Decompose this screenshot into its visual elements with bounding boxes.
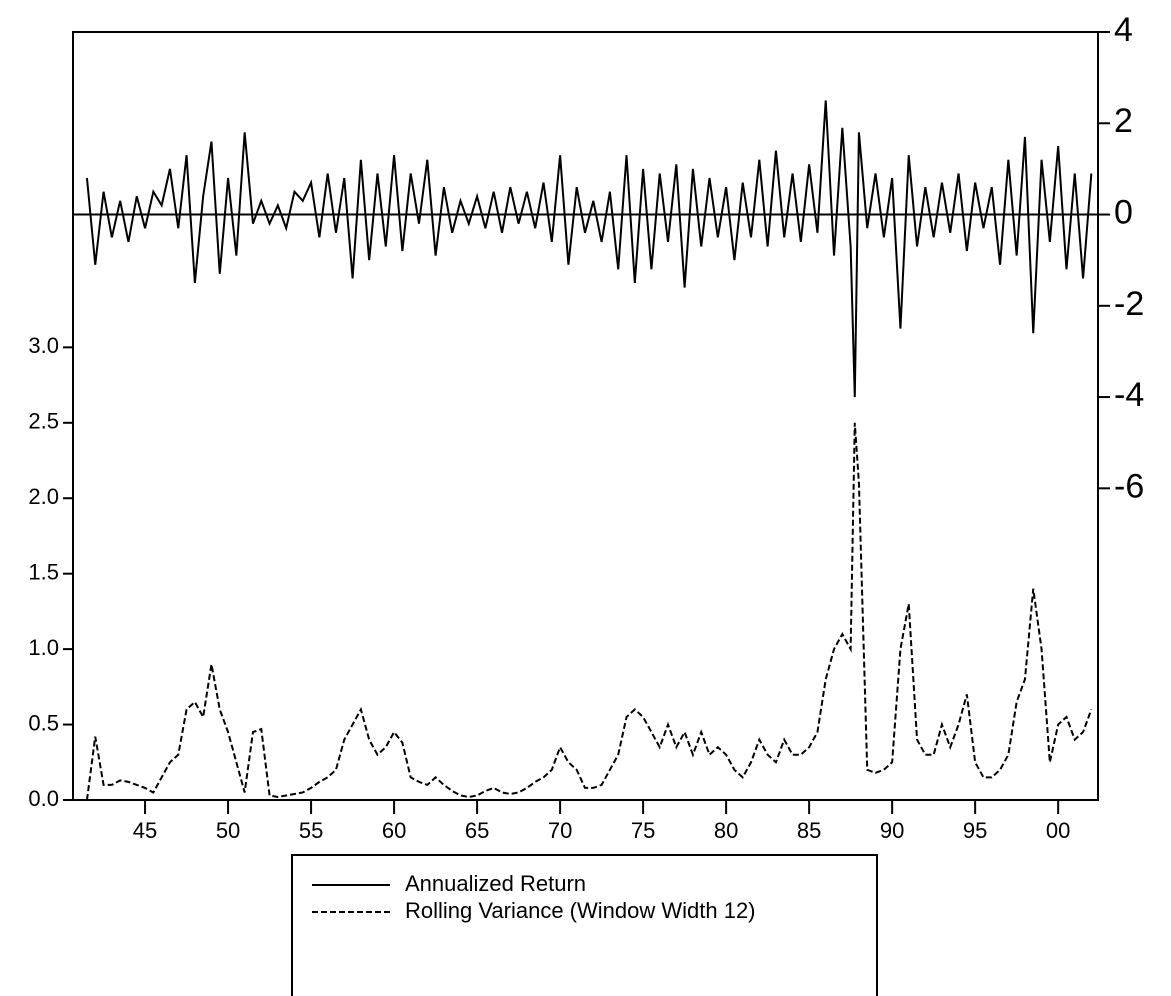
- x-tick-label: 75: [631, 818, 655, 843]
- y2-tick-label: -4: [1114, 376, 1144, 414]
- y-tick-label: 2.5: [28, 409, 59, 434]
- y2-tick-label: 0: [1114, 194, 1133, 232]
- series-line: [85, 422, 1093, 801]
- x-tick-label: 65: [465, 818, 489, 843]
- x-tick-label: 80: [714, 818, 738, 843]
- x-tick-label: 70: [548, 818, 572, 843]
- series-line: [85, 100, 1093, 398]
- legend-label: Annualized Return: [405, 871, 586, 896]
- legend-label: Rolling Variance (Window Width 12): [405, 898, 756, 923]
- y-tick-label: 0.5: [28, 710, 59, 735]
- y2-tick-label: -2: [1114, 285, 1144, 323]
- x-tick-label: 85: [797, 818, 821, 843]
- x-tick-label: 00: [1046, 818, 1070, 843]
- x-tick-label: 50: [216, 818, 240, 843]
- y-tick-label: 0.0: [28, 786, 59, 811]
- y-tick-label: 3.0: [28, 333, 59, 358]
- y2-tick-label: -6: [1114, 467, 1144, 505]
- x-tick-label: 55: [299, 818, 323, 843]
- x-tick-label: 60: [382, 818, 406, 843]
- x-tick-label: 95: [963, 818, 987, 843]
- x-tick-label: 45: [133, 818, 157, 843]
- y2-tick-label: 2: [1114, 102, 1133, 140]
- x-tick-label: 90: [880, 818, 904, 843]
- y-tick-label: 1.0: [28, 635, 59, 660]
- y-tick-label: 2.0: [28, 484, 59, 509]
- y2-tick-label: 4: [1114, 11, 1133, 49]
- plot-frame: [72, 31, 1099, 801]
- legend-box: [291, 854, 878, 996]
- y-tick-label: 1.5: [28, 559, 59, 584]
